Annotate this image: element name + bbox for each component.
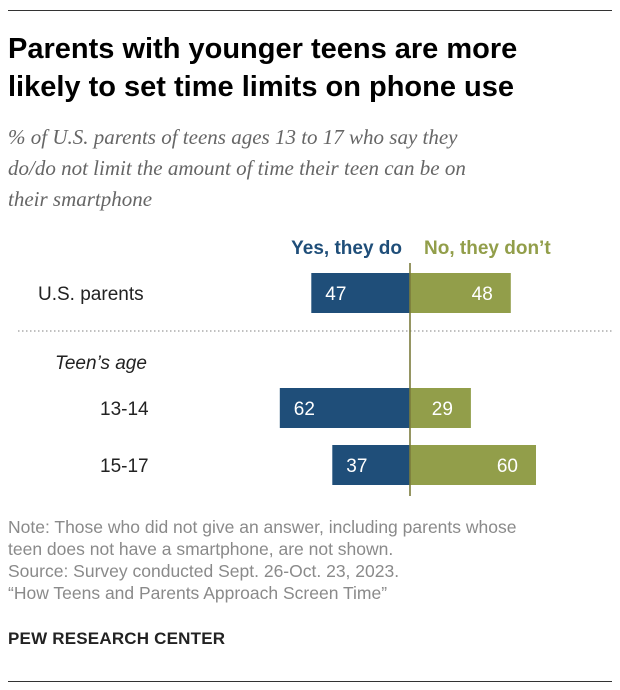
group-label-teen-age: Teen’s age [55, 353, 147, 374]
data-label-no: 29 [432, 399, 453, 420]
data-label-no: 48 [472, 284, 493, 305]
chart-subtitle: % of U.S. parents of teens ages 13 to 17… [8, 122, 608, 215]
chart-notes: Note: Those who did not give an answer, … [8, 516, 612, 604]
data-label-yes: 47 [325, 284, 346, 305]
bar-no [410, 445, 536, 485]
data-label-yes: 37 [346, 456, 367, 477]
note-line-2: teen does not have a smartphone, are not… [8, 539, 394, 559]
subtitle-line-3: their smartphone [8, 187, 153, 211]
bar-yes [332, 445, 410, 485]
diverging-bar-chart: Yes, they do No, they don’t Teen’s age U.S.… [18, 238, 612, 496]
source-line: Source: Survey conducted Sept. 26-Oct. 2… [8, 561, 400, 581]
legend-yes: Yes, they do [291, 238, 402, 259]
category-label: 15-17 [100, 456, 149, 477]
category-label: 13-14 [100, 399, 149, 420]
chart-title: Parents with younger teens are more like… [8, 30, 608, 106]
report-title-line: “How Teens and Parents Approach Screen T… [8, 583, 388, 603]
bar-yes [279, 388, 410, 428]
subtitle-line-1: % of U.S. parents of teens ages 13 to 17… [8, 125, 458, 149]
bar-yes [311, 273, 410, 313]
title-line-1: Parents with younger teens are more [8, 33, 518, 65]
data-label-yes: 62 [294, 399, 315, 420]
note-line-1: Note: Those who did not give an answer, … [8, 517, 517, 537]
bar-no [410, 273, 511, 313]
data-label-no: 60 [497, 456, 518, 477]
top-rule [8, 10, 612, 11]
category-label: U.S. parents [38, 284, 144, 305]
bottom-rule [8, 681, 612, 682]
bar-no [410, 388, 471, 428]
title-line-2: likely to set time limits on phone use [8, 71, 514, 103]
subtitle-line-2: do/do not limit the amount of time their… [8, 156, 466, 180]
brand-logo-text: PEW RESEARCH CENTER [8, 629, 226, 648]
legend-no: No, they don’t [424, 238, 551, 259]
